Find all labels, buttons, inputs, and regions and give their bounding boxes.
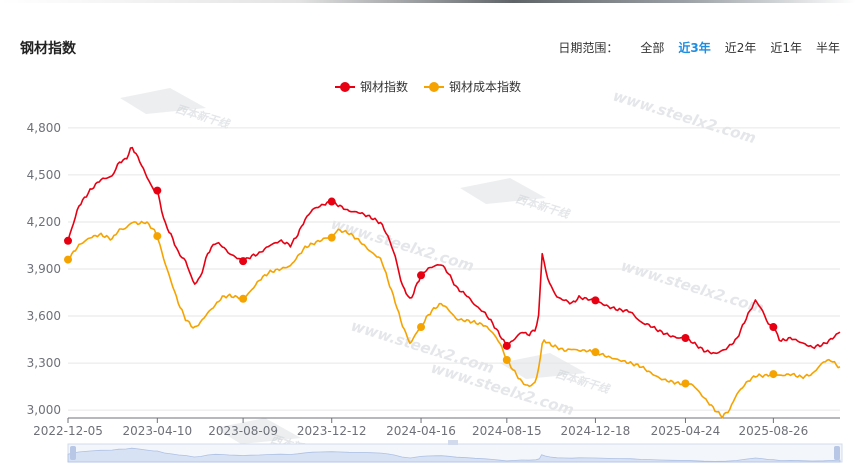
watermark-logo-icon xyxy=(500,353,586,379)
y-tick-label: 4,800 xyxy=(27,121,61,135)
legend-item-steel-index[interactable]: 钢材指数 xyxy=(334,78,408,95)
y-tick-label: 3,900 xyxy=(27,262,61,276)
x-tick-label: 2024-12-18 xyxy=(561,424,631,438)
y-tick-label: 4,500 xyxy=(27,168,61,182)
y-tick-label: 3,600 xyxy=(27,309,61,323)
data-point-cost-index[interactable] xyxy=(502,355,511,364)
y-tick-label: 4,200 xyxy=(27,215,61,229)
series-line-steel-index xyxy=(67,146,841,355)
x-tick-label: 2024-08-15 xyxy=(472,424,542,438)
range-option-1y[interactable]: 近1年 xyxy=(770,41,802,55)
zoom-slider-handle-right[interactable] xyxy=(834,446,840,460)
chart-legend: 钢材指数 钢材成本指数 xyxy=(0,78,856,95)
legend-label-steel-index: 钢材指数 xyxy=(359,80,408,94)
zoom-slider-grip[interactable] xyxy=(448,440,458,445)
watermark-logo-icon xyxy=(120,88,206,114)
data-point-steel-index[interactable] xyxy=(153,186,162,195)
range-option-6m[interactable]: 半年 xyxy=(815,41,840,55)
data-point-steel-index[interactable] xyxy=(502,341,511,350)
range-option-2y[interactable]: 近2年 xyxy=(724,41,757,55)
top-border-line xyxy=(0,0,856,3)
data-point-cost-index[interactable] xyxy=(64,255,72,264)
range-option-all[interactable]: 全部 xyxy=(640,41,665,55)
data-point-cost-index[interactable] xyxy=(769,370,778,379)
watermark-text: www.steelx2.com xyxy=(611,87,758,148)
data-point-steel-index[interactable] xyxy=(64,236,72,245)
data-point-steel-index[interactable] xyxy=(417,271,426,280)
watermark-text: www.steelx2.com xyxy=(619,257,766,318)
data-point-steel-index[interactable] xyxy=(239,257,248,266)
zoom-slider-handle-left[interactable] xyxy=(70,446,76,460)
date-range-label: 日期范围： xyxy=(558,41,619,55)
page-title: 钢材指数 xyxy=(20,41,76,57)
zoom-slider-preview xyxy=(67,447,841,463)
data-point-cost-index[interactable] xyxy=(327,233,336,242)
data-point-cost-index[interactable] xyxy=(591,348,600,357)
x-tick-label: 2023-08-09 xyxy=(208,424,278,438)
data-point-cost-index[interactable] xyxy=(239,294,248,303)
x-tick-label: 2025-08-26 xyxy=(738,424,808,438)
watermark-text: www.steelx2.com xyxy=(329,215,476,276)
y-tick-label: 3,300 xyxy=(27,356,61,370)
range-option-3y[interactable]: 近3年 xyxy=(678,41,711,55)
data-point-steel-index[interactable] xyxy=(769,323,778,332)
data-point-steel-index[interactable] xyxy=(327,197,336,206)
data-point-steel-index[interactable] xyxy=(591,296,600,305)
legend-label-cost-index: 钢材成本指数 xyxy=(449,80,522,94)
legend-item-cost-index[interactable]: 钢材成本指数 xyxy=(424,78,521,95)
data-point-cost-index[interactable] xyxy=(153,232,162,241)
watermark-logo-icon xyxy=(215,418,301,444)
x-tick-label: 2022-12-05 xyxy=(33,424,103,438)
data-point-steel-index[interactable] xyxy=(681,334,690,343)
x-tick-label: 2023-04-10 xyxy=(122,424,192,438)
x-tick-label: 2023-12-12 xyxy=(297,424,367,438)
x-tick-label: 2025-04-24 xyxy=(651,424,721,438)
x-tick-label: 2024-04-16 xyxy=(386,424,456,438)
data-point-cost-index[interactable] xyxy=(681,379,690,388)
data-point-cost-index[interactable] xyxy=(417,323,426,332)
legend-marker-cost-index xyxy=(424,81,444,93)
series-line-cost-index xyxy=(67,220,841,419)
watermark-logo-icon xyxy=(460,178,546,204)
legend-marker-steel-index xyxy=(334,81,355,93)
date-range-selector: 日期范围： 全部 近3年 近2年 近1年 半年 xyxy=(558,39,840,56)
y-tick-label: 3,000 xyxy=(27,403,61,417)
